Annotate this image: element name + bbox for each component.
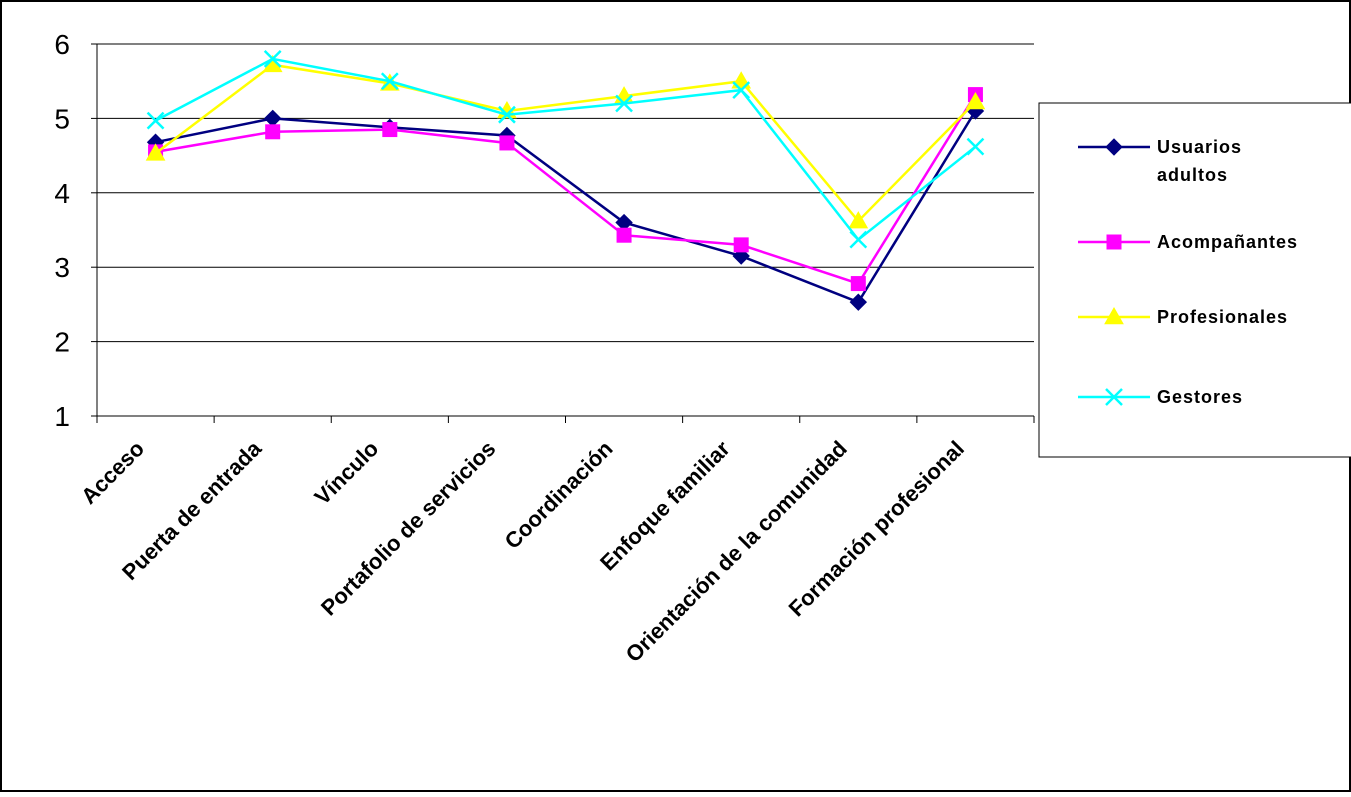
data-point (732, 247, 750, 265)
plot-area (97, 44, 1034, 416)
data-point (265, 124, 281, 140)
legend-marker-stroke (1105, 388, 1123, 406)
data-point-stroke (263, 49, 282, 68)
legend-label: Profesionales (1157, 307, 1288, 327)
data-point (499, 135, 515, 151)
legend-item-1: Acompañantes (1078, 232, 1298, 252)
data-point (965, 92, 986, 110)
series-line (155, 110, 977, 304)
data-point (849, 230, 868, 249)
y-tick-label: 3 (54, 252, 70, 283)
legend-item-3: Gestores (1078, 387, 1243, 407)
legend-label: Gestores (1157, 387, 1243, 407)
data-point-stroke (849, 230, 868, 249)
data-point-stroke (966, 137, 985, 156)
data-point (616, 227, 632, 243)
legend-label: Usuarios (1157, 137, 1242, 157)
data-point (380, 72, 399, 91)
data-point (732, 81, 751, 100)
y-tick-label: 4 (54, 178, 70, 209)
data-point (615, 94, 633, 113)
data-point (382, 122, 398, 138)
legend-marker (1104, 306, 1124, 325)
data-point (263, 49, 282, 68)
data-point (146, 111, 165, 130)
series-line (154, 63, 977, 223)
gridlines (97, 43, 1034, 343)
data-point-stroke (498, 105, 516, 124)
data-point-stroke (146, 111, 165, 130)
legend-item-0: Usuarios adultos (1078, 137, 1242, 185)
series-group (145, 49, 986, 311)
legend-marker (1105, 138, 1123, 156)
data-point (850, 276, 866, 292)
legend: Usuarios adultos Acompañantes Profesionales… (1038, 102, 1351, 458)
data-point (498, 105, 516, 124)
y-tick-label: 1 (54, 401, 70, 432)
legend-item-2: Profesionales (1078, 306, 1288, 327)
data-point (966, 137, 985, 156)
legend-marker (1105, 388, 1123, 406)
data-point (848, 211, 869, 229)
y-tick-label: 5 (54, 103, 70, 134)
legend-label: adultos (1157, 165, 1228, 185)
legend-label: Acompañantes (1157, 232, 1298, 252)
series-line (155, 93, 977, 286)
data-point-stroke (380, 72, 399, 91)
y-tick-label: 6 (54, 29, 70, 60)
y-tick-label: 2 (54, 327, 70, 358)
data-point-stroke (615, 94, 633, 113)
series-3 (146, 49, 985, 249)
data-point-stroke (732, 81, 751, 100)
data-point (145, 143, 166, 161)
data-point (733, 237, 749, 253)
data-point (849, 293, 868, 311)
legend-marker (1106, 234, 1122, 250)
series-line (154, 57, 977, 242)
